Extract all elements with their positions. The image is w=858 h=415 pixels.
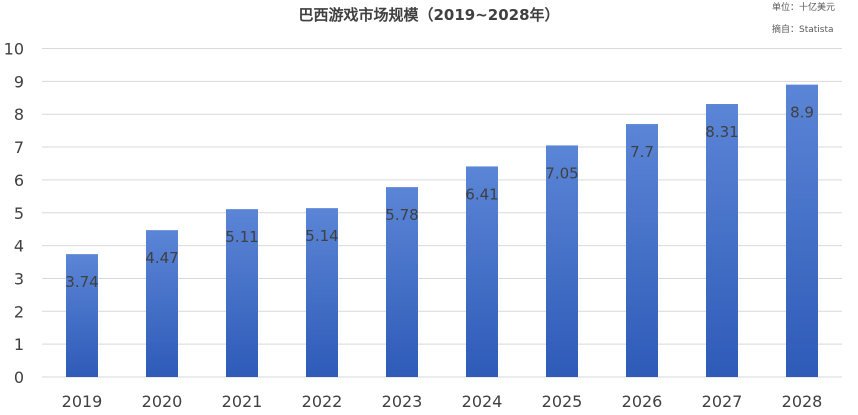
bar-2019	[66, 254, 98, 377]
data-label: 5.14	[305, 227, 338, 245]
y-tick-label: 2	[14, 302, 24, 321]
x-tick-label: 2020	[142, 392, 183, 411]
x-tick-label: 2026	[622, 392, 663, 411]
y-tick-label: 1	[14, 335, 24, 354]
y-tick-label: 7	[14, 138, 24, 157]
chart-title: 巴西游戏市场规模（2019~2028年）	[298, 6, 560, 24]
bar-2026	[626, 124, 658, 378]
bar-2027	[706, 104, 738, 377]
data-labels: 3.74 4.47 5.11 5.14 5.78 6.41 7.05 7.7 8.31 8.9	[65, 104, 814, 292]
x-tick-label: 2019	[62, 392, 103, 411]
y-tick-label: 3	[14, 269, 24, 288]
bar-2025	[546, 145, 578, 377]
data-label: 5.78	[385, 206, 418, 224]
x-tick-label: 2024	[462, 392, 503, 411]
x-tick-label: 2028	[782, 392, 823, 411]
bar-2021	[226, 209, 258, 377]
data-label: 6.41	[465, 185, 498, 203]
x-tick-label: 2021	[222, 392, 263, 411]
data-label: 5.11	[225, 228, 258, 246]
y-tick-label: 6	[14, 171, 24, 190]
data-label: 8.31	[705, 123, 738, 141]
y-tick-label: 4	[14, 237, 24, 256]
y-tick-label: 10	[4, 40, 24, 59]
bar-2022	[306, 208, 338, 377]
data-label: 8.9	[790, 104, 814, 122]
unit-note: 单位：十亿美元	[772, 3, 836, 13]
data-label: 7.7	[630, 143, 654, 161]
y-tick-label: 9	[14, 72, 24, 91]
bar-2028	[786, 84, 818, 377]
y-tick-label: 0	[14, 368, 24, 387]
x-tick-label: 2022	[302, 392, 343, 411]
data-label: 7.05	[545, 164, 578, 182]
y-tick-label: 5	[14, 204, 24, 223]
y-axis: 0 1 2 3 4 5 6 7 8 9 10	[4, 40, 24, 388]
data-label: 4.47	[145, 249, 178, 267]
bar-2023	[386, 187, 418, 377]
source-note: 摘自：Statista	[772, 25, 834, 35]
data-label: 3.74	[65, 273, 98, 291]
x-tick-label: 2023	[382, 392, 423, 411]
bar-2020	[146, 230, 178, 377]
bars	[66, 84, 818, 378]
x-tick-label: 2027	[702, 392, 743, 411]
bar-2024	[466, 166, 498, 377]
x-tick-label: 2025	[542, 392, 583, 411]
y-tick-label: 8	[14, 105, 24, 124]
x-axis: 2019 2020 2021 2022 2023 2024 2025 2026 2027 2028	[62, 392, 823, 411]
